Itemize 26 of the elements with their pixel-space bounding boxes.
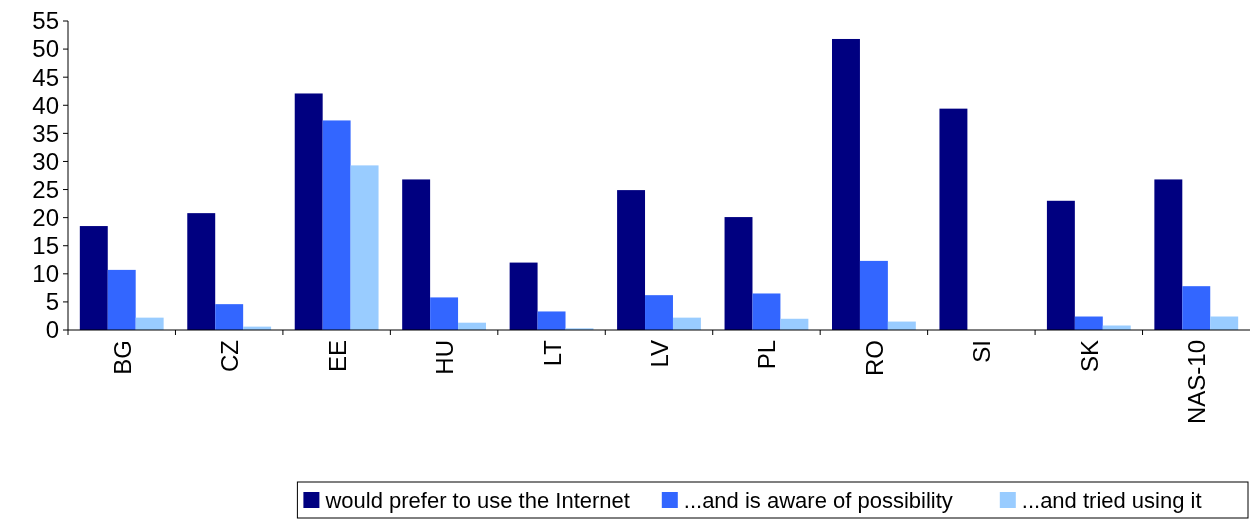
y-tick-label: 40 (32, 91, 59, 119)
y-tick-label: 35 (32, 119, 59, 147)
x-tick-label: PL (753, 340, 781, 370)
x-tick-label: LT (538, 339, 566, 367)
x-tick-label: SK (1075, 340, 1103, 373)
y-tick-label: 25 (32, 175, 59, 203)
x-tick-label: EE (323, 340, 351, 373)
legend-label: would prefer to use the Internet (324, 488, 630, 513)
y-tick-label: 50 (32, 35, 59, 63)
y-tick-label: 0 (45, 316, 59, 344)
y-tick-label: 5 (45, 288, 59, 316)
y-tick-label: 30 (32, 147, 59, 175)
y-tick-label: 55 (32, 7, 59, 35)
legend-label: ...and is aware of possibility (683, 488, 953, 513)
y-tick-label: 45 (32, 63, 59, 91)
legend-label: ...and tried using it (1021, 488, 1202, 513)
x-tick-label: RO (860, 340, 888, 376)
x-tick-label: HU (431, 340, 459, 375)
x-tick-label: CZ (216, 340, 244, 372)
y-tick-label: 20 (32, 204, 59, 232)
y-tick-label: 15 (32, 232, 59, 260)
x-tick-label: LV (646, 340, 673, 368)
x-tick-label: BG (108, 340, 136, 375)
x-tick-label: SI (968, 340, 996, 363)
x-tick-label: NAS-10 (1183, 340, 1211, 425)
y-tick-label: 10 (32, 260, 59, 288)
